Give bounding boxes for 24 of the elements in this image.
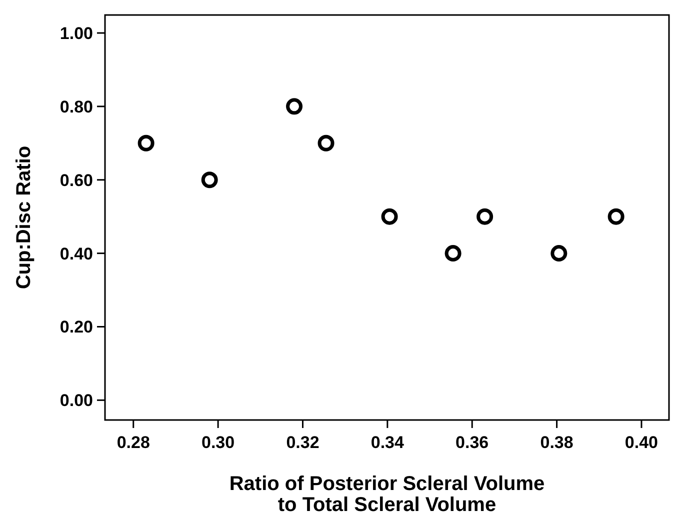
point xyxy=(476,208,494,225)
point xyxy=(286,98,303,115)
point xyxy=(608,208,624,225)
point xyxy=(444,245,462,262)
point xyxy=(550,245,568,262)
x-tick-label: 0.32 xyxy=(286,433,320,452)
y-tick-label: 0.40 xyxy=(60,244,93,264)
y-tick-label: 0.60 xyxy=(60,170,93,190)
x-tick-label: 0.28 xyxy=(116,433,150,452)
x-tick-label: 0.38 xyxy=(540,433,574,452)
x-tick-label: 0.30 xyxy=(202,433,235,452)
point xyxy=(201,172,218,188)
x-tick-label: 0.36 xyxy=(456,433,489,452)
x-axis-title: Ratio of Posterior Scleral Volume to Total Scleral Volume xyxy=(229,473,545,516)
point xyxy=(381,208,398,225)
y-tick-label: 1.00 xyxy=(60,24,93,43)
x-tick-label: 0.40 xyxy=(624,433,658,452)
point xyxy=(138,134,154,152)
y-tick-label: 0.80 xyxy=(60,97,93,116)
x-tick-label: 0.34 xyxy=(370,433,405,452)
y-tick-label: 0.20 xyxy=(60,318,93,337)
point xyxy=(318,134,334,152)
y-tick-label: 0.00 xyxy=(60,391,93,410)
y-axis-title: Cup:Disc Ratio xyxy=(13,146,35,290)
